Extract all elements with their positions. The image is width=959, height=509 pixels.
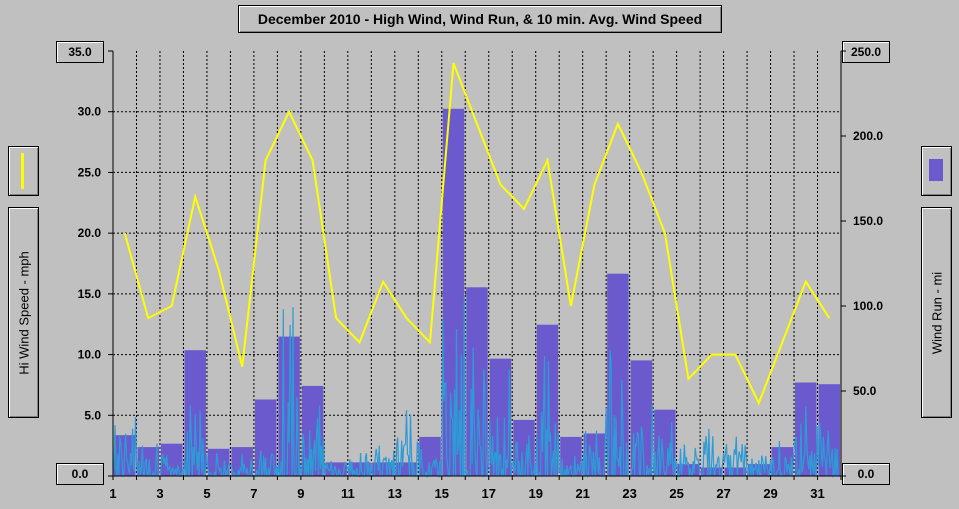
left-tick-label: 15.0 [78, 287, 102, 301]
x-tick-label: 11 [341, 486, 355, 501]
x-tick-label: 1 [109, 486, 116, 501]
wind-run-bar [560, 436, 582, 476]
x-tick-label: 25 [669, 486, 683, 501]
x-tick-label: 29 [763, 486, 777, 501]
wind-run-bar [489, 358, 512, 476]
wind-run-bar [630, 360, 653, 476]
x-tick-label: 23 [622, 486, 636, 501]
wind-run-bar [724, 467, 747, 476]
avg-speed-line [112, 296, 840, 479]
right-axis-title-box: Wind Run - mi [921, 207, 952, 418]
legend-high-wind [8, 146, 39, 196]
right-tick-label: 200.0 [853, 129, 883, 143]
right-axis-bottom-label: 0.0 [842, 463, 890, 485]
x-tick-label: 3 [156, 486, 163, 501]
legend-high-wind-swatch [21, 153, 24, 189]
left-tick-label: 10.0 [78, 348, 102, 362]
x-tick-label: 17 [482, 486, 496, 501]
x-tick-label: 31 [810, 486, 824, 501]
left-tick-label: 30.0 [78, 105, 102, 119]
wind-run-bar [748, 464, 770, 476]
high-wind-line [123, 62, 831, 406]
x-tick-label: 21 [575, 486, 589, 501]
legend-wind-run [921, 146, 952, 196]
right-tick-label: 50.0 [853, 384, 877, 398]
left-tick-label: 20.0 [78, 226, 102, 240]
left-axis-bottom-label: 0.0 [56, 463, 104, 485]
x-tick-label: 9 [297, 486, 304, 501]
left-tick-label: 5.0 [84, 408, 101, 422]
chart-title: December 2010 - High Wind, Wind Run, & 1… [238, 5, 722, 33]
x-tick-label: 5 [203, 486, 210, 501]
right-tick-label: 150.0 [853, 214, 883, 228]
legend-wind-run-swatch [929, 159, 943, 181]
right-axis-top-label: 250.0 [842, 41, 890, 63]
x-tick-label: 19 [528, 486, 542, 501]
x-tick-label: 27 [716, 486, 730, 501]
x-tick-label: 15 [435, 486, 449, 501]
wind-run-bar [607, 273, 629, 476]
left-axis-title-box: Hi Wind Speed - mph [8, 207, 39, 418]
x-tick-label: 7 [250, 486, 257, 501]
left-tick-label: 25.0 [78, 165, 102, 179]
wind-run-bar [442, 108, 465, 477]
left-axis-top-label: 35.0 [56, 41, 104, 63]
x-tick-label: 13 [388, 486, 402, 501]
right-tick-label: 100.0 [853, 299, 883, 313]
wind-run-bar [701, 467, 723, 476]
